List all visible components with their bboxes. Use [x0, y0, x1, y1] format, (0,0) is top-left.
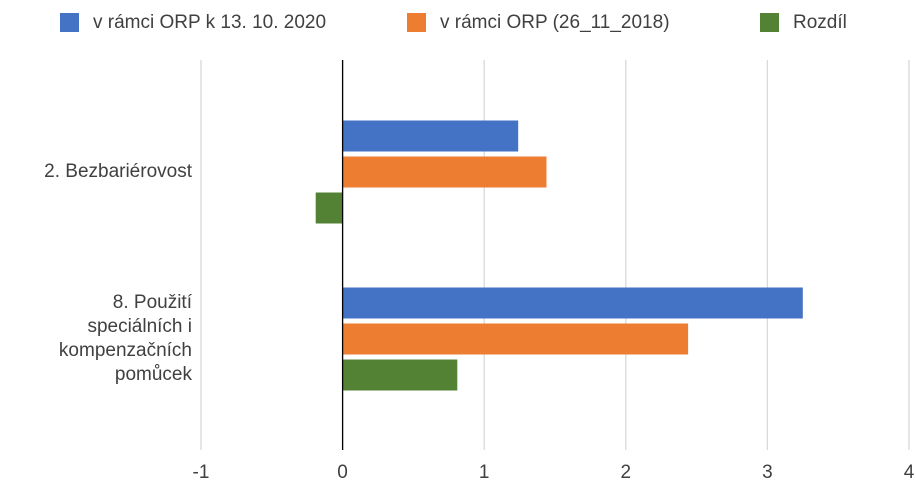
legend-swatch: [760, 13, 779, 32]
bar: [342, 359, 458, 391]
bar: [342, 323, 689, 355]
bar: [342, 287, 803, 319]
bar: [315, 192, 343, 224]
x-tick-label: -1: [193, 462, 210, 483]
bar: [342, 120, 519, 152]
y-tick-label: 8. Použití speciálních i kompenzačních p…: [58, 292, 192, 385]
legend-label: Rozdíl: [793, 12, 847, 33]
legend-swatch: [60, 13, 79, 32]
legend-swatch: [407, 13, 426, 32]
legend-label: v rámci ORP k 13. 10. 2020: [93, 12, 326, 33]
legend-label: v rámci ORP (26_11_2018): [440, 12, 670, 33]
x-tick-label: 4: [904, 462, 915, 483]
y-tick-label: 2. Bezbariérovost: [44, 161, 192, 182]
x-tick-label: 1: [479, 462, 490, 483]
x-tick-label: 0: [337, 462, 348, 483]
x-tick-label: 2: [621, 462, 632, 483]
x-tick-label: 3: [762, 462, 773, 483]
bar: [342, 156, 547, 188]
